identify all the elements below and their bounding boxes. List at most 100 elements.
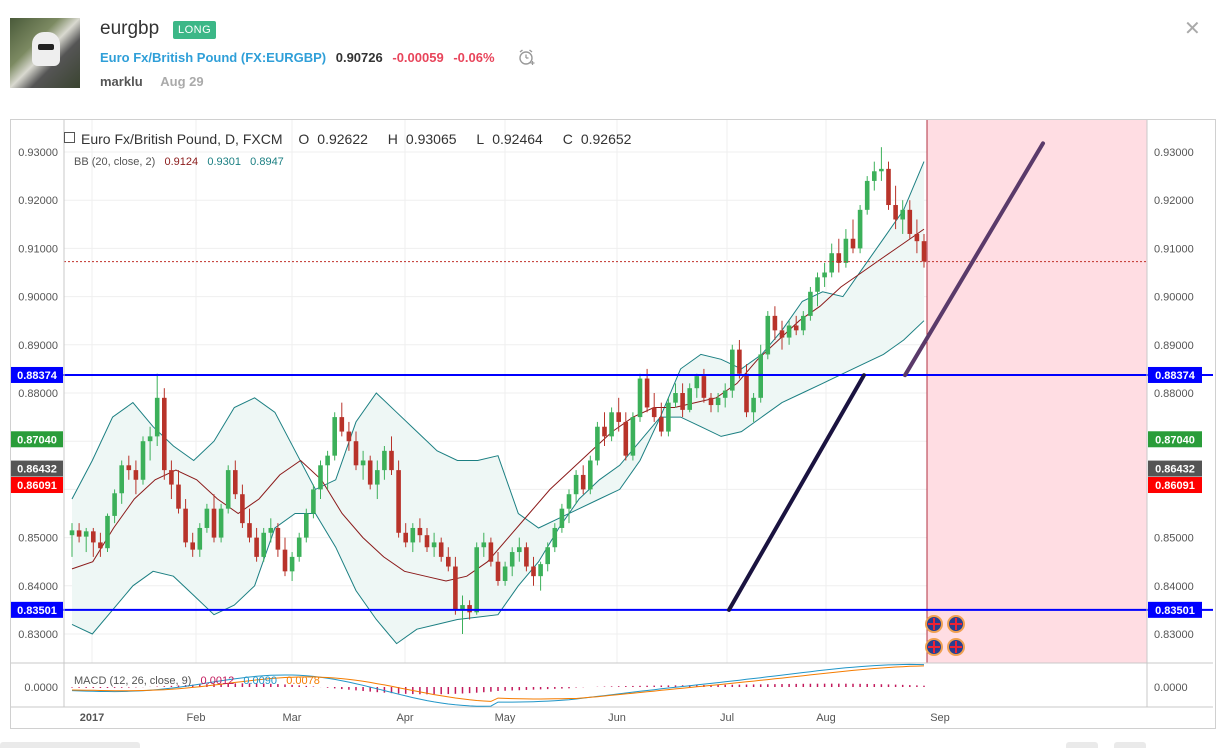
time-axis-label: Jun: [608, 712, 626, 724]
bb-upper-value: 0.9301: [207, 156, 241, 168]
candle-body: [403, 532, 408, 543]
candle-body: [566, 494, 572, 509]
macd-line: [71, 663, 925, 707]
alarm-clock-icon[interactable]: [518, 48, 536, 66]
candle-body: [786, 325, 792, 338]
candle-body: [211, 508, 217, 538]
candle-body: [545, 547, 550, 565]
candle-body: [701, 376, 707, 398]
candle-body: [580, 474, 586, 490]
avatar-visor-shape: [38, 44, 54, 50]
candle-body: [822, 272, 827, 278]
collapse-square-icon[interactable]: [64, 132, 75, 143]
author-name-link[interactable]: marklu: [100, 74, 143, 89]
candle-body: [872, 171, 877, 181]
open-value: O 0.92622: [298, 131, 368, 147]
candle-body: [829, 253, 834, 273]
macd-hist-value: 0.0012: [200, 675, 235, 687]
candle-body: [69, 530, 75, 536]
time-axis: 2017 Feb Mar Apr May Jun Jul Aug Sep: [80, 712, 950, 724]
candle-body: [616, 412, 621, 422]
candle-body: [453, 566, 458, 610]
bb-mid-value: 0.9124: [164, 156, 199, 168]
price-tag-label: 0.87040: [17, 434, 57, 446]
price-tag-bg: [11, 601, 63, 618]
price-axes: 0.93000 0.93000 0.92000 0.92000 0.91000 0.910…: [18, 147, 1194, 641]
candle-body: [921, 241, 927, 262]
candle-body: [531, 566, 536, 577]
right-axis-tick-label: 0.88000: [1154, 388, 1194, 400]
candle-body: [240, 494, 245, 524]
time-axis-label: Aug: [816, 712, 836, 724]
candle-body: [907, 209, 913, 234]
candle-body: [801, 315, 806, 331]
footer-tab[interactable]: [0, 742, 140, 748]
candle-body: [793, 325, 799, 331]
candle-body: [190, 542, 195, 550]
candle-body: [289, 556, 295, 572]
left-axis-tick-label: 0.90000: [18, 292, 58, 304]
candle-body: [673, 393, 678, 403]
candle-body: [346, 431, 352, 442]
candle-body: [502, 566, 508, 581]
symbol-code-link[interactable]: FX:EURGBP: [245, 50, 322, 65]
candle-body: [595, 426, 600, 461]
candle-body: [644, 378, 650, 408]
candle-body: [914, 233, 920, 242]
candle-body: [375, 470, 380, 485]
candle-body: [282, 549, 288, 572]
footer-button[interactable]: [1114, 742, 1146, 748]
right-axis-tick-label: 0.83000: [1154, 629, 1194, 641]
macd-label: MACD (12, 26, close, 9): [74, 675, 192, 687]
candle-body: [296, 537, 302, 557]
idea-title[interactable]: eurgbp: [100, 18, 160, 39]
left-axis-tick-label: 0.84000: [18, 581, 58, 593]
bollinger-lower-band: [71, 320, 925, 645]
left-axis-tick-label: 0.89000: [18, 340, 58, 352]
candle-body: [630, 417, 636, 456]
candle-body: [233, 470, 238, 495]
candle-body: [76, 530, 82, 537]
candle-body: [382, 450, 387, 471]
candle-body: [666, 402, 671, 432]
candle-body: [524, 547, 529, 567]
price-tag-label: 0.86091: [17, 480, 57, 492]
price-tag-bg: [1148, 366, 1202, 383]
candle-body: [850, 238, 856, 249]
time-axis-label: Mar: [283, 712, 302, 724]
candle-body: [247, 523, 252, 538]
left-axis-tick-label: 0.91000: [18, 243, 58, 255]
trendline-first: [727, 373, 866, 612]
candle-body: [737, 349, 742, 374]
candle-body: [254, 537, 259, 557]
time-axis-label: Apr: [396, 712, 413, 724]
macd-axis-label-right: 0.0000: [1154, 682, 1188, 694]
candle-body: [126, 465, 132, 471]
candle-body: [609, 412, 614, 437]
candle-body: [98, 542, 103, 549]
candle-body: [680, 393, 685, 410]
symbol-name-link[interactable]: Euro Fx/British Pound: [100, 50, 238, 65]
price-tag-bg: [11, 366, 63, 383]
chart-container[interactable]: [10, 119, 1216, 729]
ohlc-values: O 0.92622 H 0.93065 L 0.92464 C 0.92652: [298, 131, 647, 147]
candle-body: [367, 460, 373, 485]
candle-body: [417, 527, 423, 536]
candle-body: [517, 547, 522, 553]
candle-body: [83, 531, 89, 537]
candle-body: [311, 489, 316, 514]
candle-body: [112, 493, 117, 516]
candle-body: [353, 441, 359, 466]
close-icon[interactable]: ✕: [1184, 18, 1201, 40]
price-tag-label: 0.83501: [17, 605, 57, 617]
candle-body: [623, 421, 629, 456]
footer-button[interactable]: [1066, 742, 1098, 748]
time-axis-label: Sep: [930, 712, 950, 724]
candle-body: [836, 253, 842, 263]
candle-body: [588, 460, 593, 490]
author-avatar[interactable]: [10, 18, 80, 88]
candle-body: [744, 373, 749, 413]
long-badge: LONG: [173, 21, 217, 39]
publish-date: Aug 29: [160, 74, 204, 89]
